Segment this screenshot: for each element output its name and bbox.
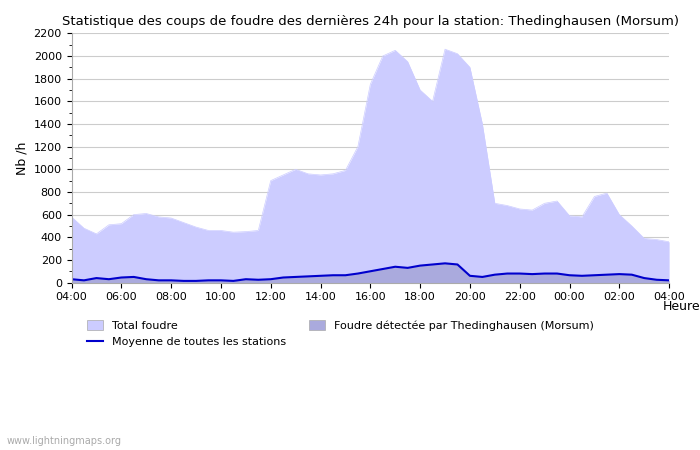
Text: www.lightningmaps.org: www.lightningmaps.org xyxy=(7,436,122,446)
Title: Statistique des coups de foudre des dernières 24h pour la station: Thedinghausen: Statistique des coups de foudre des dern… xyxy=(62,15,679,28)
X-axis label: Heure: Heure xyxy=(662,300,700,313)
Legend: Total foudre, Moyenne de toutes les stations, Foudre détectée par Thedinghausen : Total foudre, Moyenne de toutes les stat… xyxy=(83,316,598,352)
Y-axis label: Nb /h: Nb /h xyxy=(15,141,28,175)
